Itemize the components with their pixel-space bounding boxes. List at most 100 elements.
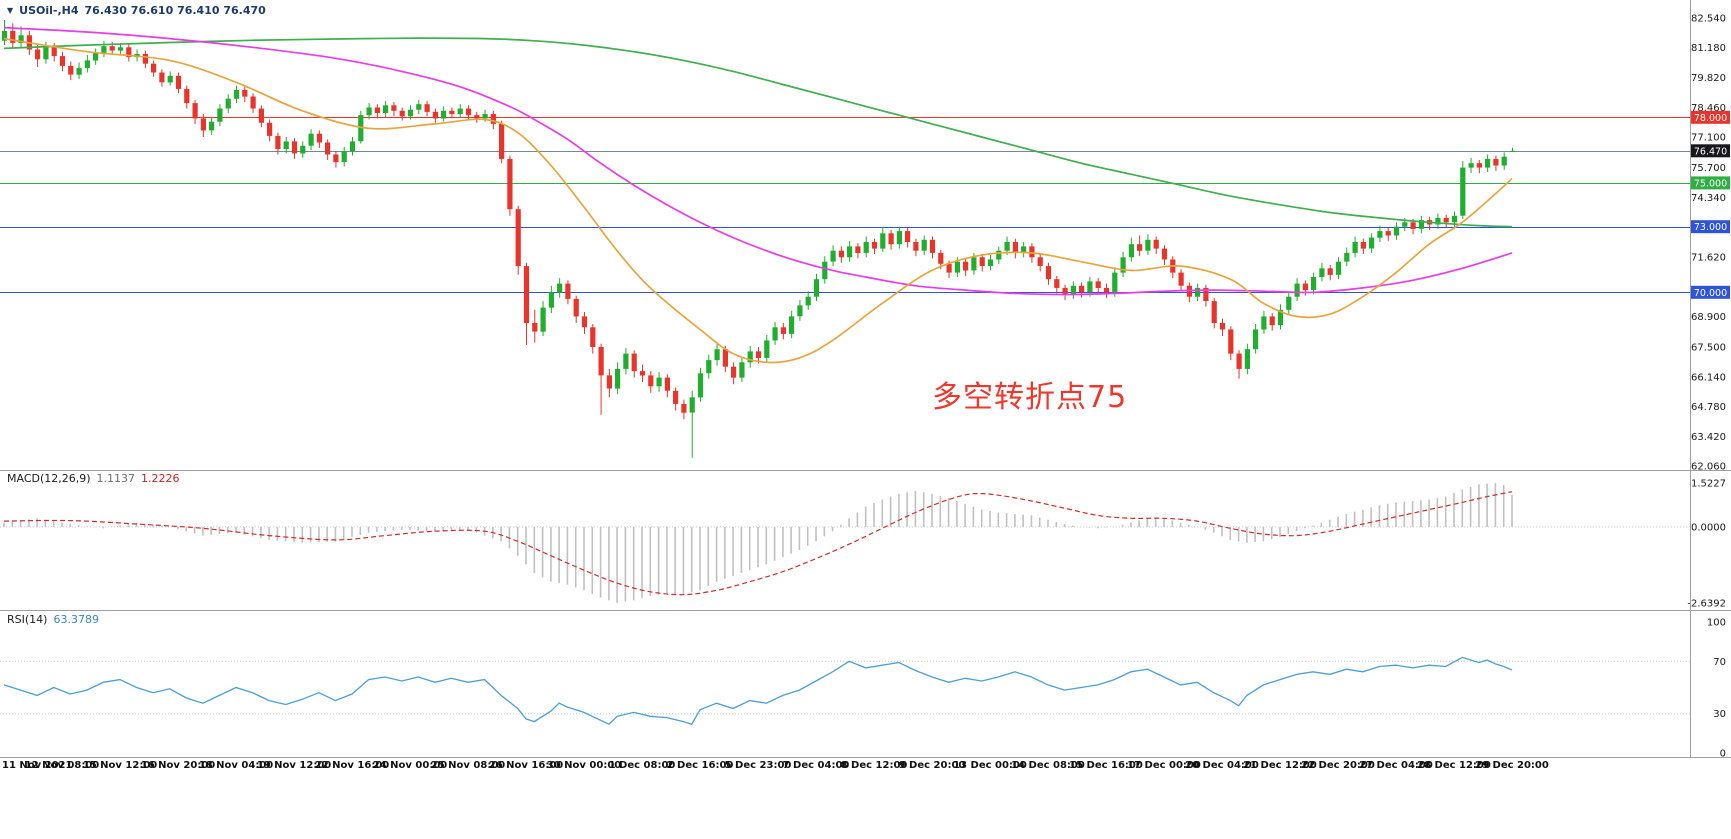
- candle-body: [598, 347, 604, 376]
- price-level-badge-label: 78.000: [1694, 113, 1727, 124]
- candle-body: [1, 30, 8, 41]
- candle-body: [1327, 268, 1333, 275]
- candle-body: [225, 98, 231, 109]
- rsi-panel[interactable]: 100 70 30 0: [0, 618, 1726, 760]
- candle-body: [1261, 316, 1267, 330]
- candle-body: [1045, 266, 1052, 280]
- candle-body: [1402, 222, 1408, 227]
- candle-body: [1236, 353, 1242, 369]
- candle-body: [656, 377, 662, 387]
- candle-body: [167, 75, 173, 83]
- price-level-badge: [1691, 285, 1730, 299]
- candle-body: [946, 263, 952, 273]
- candle-body: [35, 49, 41, 60]
- candle-body: [1079, 285, 1085, 293]
- candle-body: [697, 373, 704, 398]
- candle-body: [615, 368, 621, 389]
- candle-body: [565, 283, 571, 299]
- candle-body: [283, 141, 289, 150]
- candle-body: [465, 108, 472, 116]
- candle-body: [714, 349, 720, 361]
- candle-body: [681, 403, 687, 413]
- candle-body: [987, 259, 994, 267]
- candle-body: [1501, 156, 1507, 166]
- candle-body: [1004, 242, 1010, 251]
- candle-body: [142, 53, 148, 64]
- candle-body: [789, 316, 795, 334]
- time-axis-label: 28 Dec 12:00: [1417, 760, 1491, 771]
- rsi-label: RSI(14): [7, 613, 48, 626]
- time-axis-label: 8 Dec 12:00: [841, 760, 908, 771]
- candle-body: [1219, 322, 1226, 330]
- candle-body: [300, 145, 306, 154]
- candle-body: [233, 90, 240, 99]
- candle-body: [747, 351, 753, 363]
- candle-body: [184, 88, 190, 104]
- time-axis-label: 29 Dec 20:00: [1475, 760, 1549, 771]
- candle-body: [838, 250, 844, 258]
- chart-annotation[interactable]: 多空转折点75: [932, 380, 1128, 415]
- candle-body: [490, 114, 496, 124]
- time-axis-label: 11 Nov 2021: [2, 760, 73, 771]
- candle-body: [797, 305, 803, 317]
- price-level-badge-label: 75.000: [1694, 178, 1727, 189]
- time-axis-label: 17 Dec 00:00: [1127, 760, 1201, 771]
- time-axis-label: 5 Dec 23:00: [725, 760, 792, 771]
- candle-body: [772, 327, 778, 341]
- candle-body: [374, 107, 380, 113]
- candle-body: [507, 158, 513, 210]
- candle-body: [896, 231, 902, 245]
- candle-body: [1286, 296, 1292, 310]
- candle-body: [399, 110, 405, 117]
- ma-fast: [3, 37, 1513, 364]
- candle-body: [905, 231, 911, 242]
- price-axis-label: 62.060: [1691, 462, 1726, 473]
- price-level-badge-label: 73.000: [1694, 222, 1727, 233]
- candle-body: [291, 141, 298, 154]
- price-axis-label: 78.460: [1691, 103, 1726, 114]
- macd-indicator-header: MACD(12,26,9) 1.1137 1.2226: [7, 472, 186, 485]
- candle-body: [1385, 231, 1391, 236]
- candle-body: [532, 322, 538, 332]
- triangle-icon: ▼: [7, 6, 14, 15]
- candle-body: [18, 35, 24, 43]
- candle-body: [1493, 158, 1499, 166]
- price-axis-label: 75.700: [1691, 163, 1726, 174]
- candle-body: [358, 115, 364, 142]
- candle-body: [432, 111, 438, 119]
- candle-body: [929, 239, 936, 253]
- candle-body: [1269, 316, 1275, 326]
- candle-body: [913, 242, 919, 251]
- price-axis-label: 77.100: [1691, 133, 1726, 144]
- time-axis-label: 9 Dec 20:00: [899, 760, 966, 771]
- candle-body: [76, 68, 82, 75]
- candle-body: [1302, 283, 1308, 291]
- candle-body: [1393, 226, 1400, 236]
- time-axis-label: 30 Nov 00:00: [547, 760, 622, 771]
- candle-body: [250, 96, 256, 109]
- candle-body: [888, 233, 894, 245]
- candle-body: [731, 366, 737, 378]
- candle-body: [316, 133, 322, 143]
- ma-fast-line: [3, 37, 1513, 364]
- candle-body: [366, 107, 372, 116]
- candle-body: [1335, 261, 1342, 275]
- macd-axis-label: -2.6392: [1687, 599, 1726, 610]
- price-level-badge: [1691, 220, 1730, 234]
- candle-body: [267, 122, 273, 136]
- candle-body: [482, 114, 488, 119]
- candle-body: [971, 257, 977, 271]
- candle-body: [780, 327, 786, 334]
- candle-body: [499, 123, 505, 159]
- macd-panel[interactable]: 1.5227 0.0000 -2.6392: [0, 479, 1726, 610]
- price-axis[interactable]: 82.540 81.180 79.820 78.460 77.100 75.700 74.3…: [1691, 14, 1730, 473]
- candle-body: [449, 110, 455, 115]
- candle-body: [209, 121, 215, 131]
- candle-body: [1203, 287, 1209, 301]
- macd-main-value: 1.1137: [96, 472, 136, 485]
- rsi-indicator-header: RSI(14) 63.3789: [7, 613, 105, 626]
- candle-body: [1418, 220, 1424, 229]
